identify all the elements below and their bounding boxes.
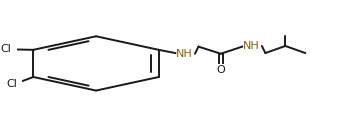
Text: NH: NH [243,41,260,51]
Text: O: O [216,65,225,75]
Text: Cl: Cl [6,79,17,89]
Text: Cl: Cl [0,44,11,54]
Text: NH: NH [176,49,193,59]
